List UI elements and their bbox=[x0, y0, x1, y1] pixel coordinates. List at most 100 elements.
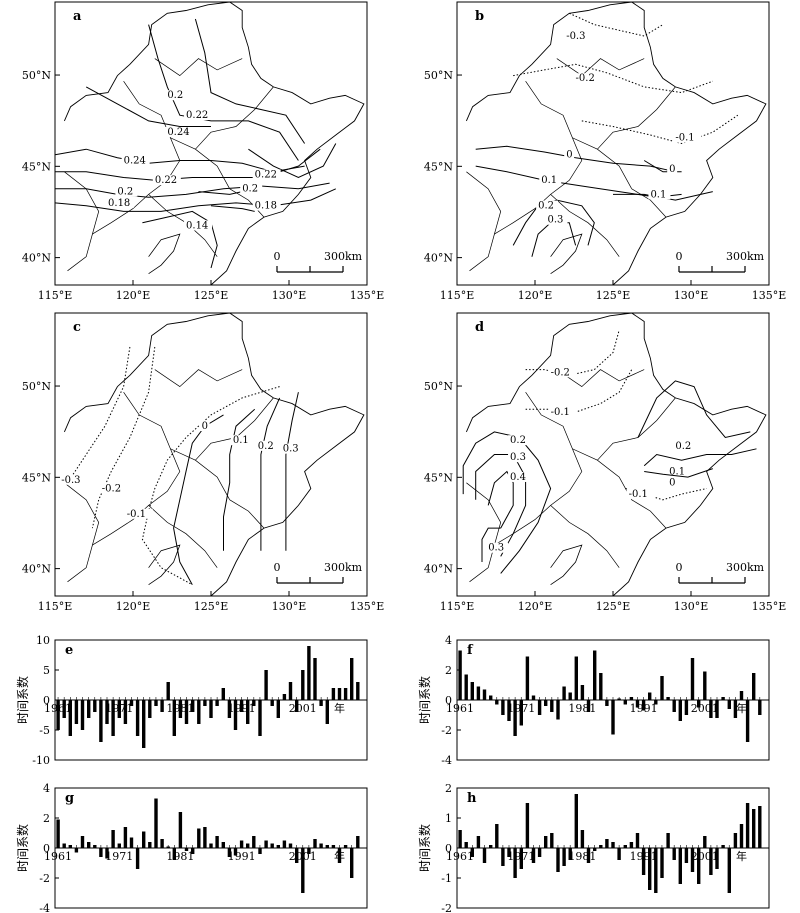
isoline-label-bg bbox=[280, 443, 303, 454]
bar bbox=[617, 698, 621, 700]
bar bbox=[246, 700, 250, 724]
bar-chart-e: 10 5 0 -5 -10 1961 1971 1981 1991 2001 年 时间系数 e bbox=[15, 634, 368, 767]
bar bbox=[470, 682, 474, 700]
bar-chart-f: 4 2 0 -2 -4 1961 1971 1981 1991 2001 年 时间系数 f bbox=[417, 634, 770, 767]
y-axis-label: 时间系数 bbox=[417, 676, 432, 724]
bar bbox=[184, 848, 189, 851]
province-boundary bbox=[466, 171, 502, 272]
bar bbox=[350, 848, 354, 878]
y-tick-label: 0 bbox=[43, 842, 50, 855]
province-boundary bbox=[195, 86, 274, 150]
bar bbox=[331, 845, 336, 848]
lon-tick-label: 130°E bbox=[674, 289, 709, 302]
lon-tick-label: 130°E bbox=[272, 600, 307, 613]
bar bbox=[537, 848, 542, 857]
isoline bbox=[475, 454, 527, 557]
bar bbox=[489, 845, 493, 848]
isoline-label: 0.1 bbox=[233, 435, 249, 446]
bar bbox=[550, 700, 554, 712]
province-boundary bbox=[229, 499, 265, 529]
bar bbox=[745, 803, 750, 848]
bar bbox=[537, 700, 542, 715]
x-tick-label: 2001 bbox=[289, 850, 317, 863]
x-axis-label: 年 bbox=[736, 701, 747, 715]
isoline bbox=[513, 63, 713, 94]
lon-tick-label: 115°E bbox=[440, 289, 475, 302]
x-axis-label: 年 bbox=[334, 849, 345, 863]
isoline-label: 0.2 bbox=[510, 435, 526, 446]
scale-bar-start: 0 bbox=[274, 561, 281, 574]
bar bbox=[666, 697, 670, 700]
isoline-label: 0.3 bbox=[547, 215, 563, 226]
bar bbox=[252, 700, 256, 706]
bar bbox=[501, 700, 505, 715]
bar bbox=[80, 700, 85, 730]
isoline bbox=[198, 191, 243, 195]
panel-label: c bbox=[73, 320, 81, 335]
isoline-label-bg bbox=[536, 200, 559, 211]
isoline bbox=[85, 86, 211, 127]
bar bbox=[611, 842, 615, 848]
coastline bbox=[148, 544, 181, 586]
bar bbox=[697, 848, 701, 884]
x-tick-label: 1981 bbox=[568, 702, 596, 715]
isoline bbox=[260, 397, 281, 551]
y-tick-label: -1 bbox=[441, 872, 452, 885]
y-tick-label: 0 bbox=[445, 694, 452, 707]
panel-label: d bbox=[475, 320, 484, 335]
lat-tick-label: 50°N bbox=[22, 380, 51, 393]
province-boundary bbox=[631, 499, 667, 529]
province-boundary bbox=[148, 505, 218, 568]
map-content: -0.3 -0.2 -0.1 0 0.1 0.2 0.3 bbox=[59, 313, 365, 596]
bar bbox=[464, 674, 468, 700]
bar bbox=[307, 646, 311, 700]
bar bbox=[135, 848, 140, 869]
bar bbox=[727, 700, 731, 709]
bar bbox=[117, 700, 121, 718]
bar bbox=[678, 700, 682, 721]
bar bbox=[62, 700, 66, 718]
scale-bar-end: 300km bbox=[324, 561, 363, 574]
bar bbox=[586, 848, 591, 863]
lon-tick-label: 135°E bbox=[350, 289, 385, 302]
bar bbox=[301, 670, 305, 700]
bar bbox=[331, 688, 336, 700]
bar bbox=[154, 700, 158, 706]
x-tick-label: 1991 bbox=[228, 850, 256, 863]
isoline-label: 0.4 bbox=[510, 472, 526, 483]
isoline-label-bg bbox=[184, 220, 213, 231]
isoline-label-bg bbox=[564, 30, 593, 41]
isoline-label: -0.2 bbox=[551, 367, 570, 378]
region-boundary bbox=[63, 313, 365, 596]
isoline-label: 0 bbox=[566, 150, 572, 161]
x-tick-label: 1961 bbox=[446, 702, 474, 715]
bar bbox=[482, 689, 487, 700]
x-tick-label: 2001 bbox=[691, 850, 719, 863]
bar bbox=[270, 700, 274, 706]
province-boundary bbox=[92, 448, 181, 546]
isoline-label-bg bbox=[667, 466, 690, 477]
bar bbox=[148, 700, 152, 718]
bar bbox=[258, 848, 262, 854]
isoline-label-bg bbox=[59, 474, 88, 485]
lat-tick-label: 50°N bbox=[424, 380, 453, 393]
isoline-label: 0.24 bbox=[124, 155, 146, 166]
y-tick-label: 4 bbox=[445, 634, 452, 647]
bar bbox=[148, 842, 152, 848]
bar bbox=[135, 700, 140, 736]
lon-tick-label: 120°E bbox=[518, 289, 553, 302]
isoline-label: 0.3 bbox=[488, 543, 504, 554]
y-tick-label: -2 bbox=[441, 902, 452, 913]
isoline bbox=[625, 488, 707, 501]
lon-tick-label: 115°E bbox=[38, 289, 73, 302]
bar bbox=[166, 682, 170, 700]
province-boundary bbox=[597, 397, 676, 461]
region-boundary bbox=[63, 2, 365, 285]
bar bbox=[727, 848, 731, 893]
bar bbox=[166, 846, 170, 848]
bar bbox=[301, 848, 305, 893]
bar bbox=[87, 700, 91, 718]
region-boundary bbox=[465, 2, 767, 285]
bar bbox=[562, 686, 566, 700]
bar bbox=[313, 839, 317, 848]
